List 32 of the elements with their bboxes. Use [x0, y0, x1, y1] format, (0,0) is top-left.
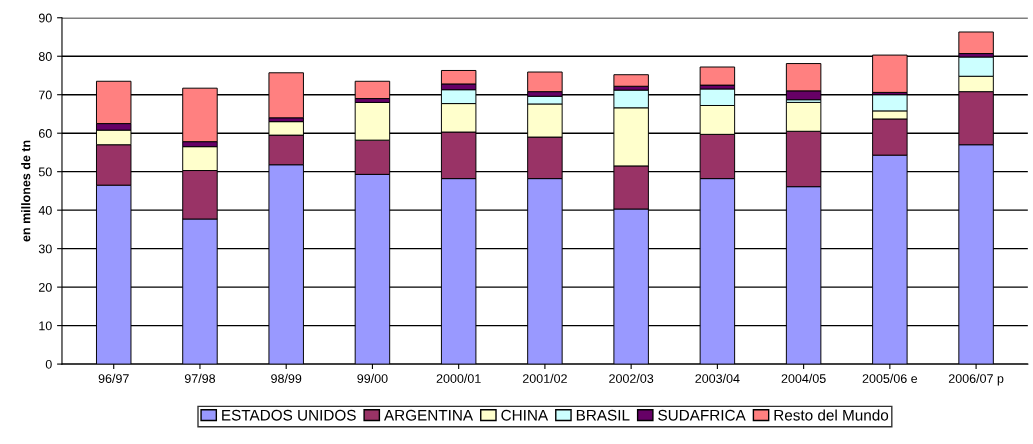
x-tick-label: 2000/01 — [436, 373, 481, 383]
x-tick-label: 99/00 — [357, 373, 388, 383]
bar — [527, 71, 563, 93]
x-tick-label: 96/97 — [98, 373, 129, 383]
x-tick-label: 2004/05 — [781, 373, 826, 383]
x-tick-label: 98/99 — [271, 373, 302, 383]
x-tick-label: 2002/03 — [609, 373, 654, 383]
legend-label: CHINA — [501, 409, 549, 421]
y-tick-label: 10 — [39, 321, 52, 331]
legend-label: ARGENTINA — [384, 409, 474, 421]
legend-label: ESTADOS UNIDOS — [222, 409, 356, 421]
bar — [613, 74, 649, 87]
x-tick-label: 2005/06 e — [862, 373, 918, 383]
y-tick-label: 60 — [38, 129, 52, 138]
y-tick-label: 70 — [39, 90, 52, 100]
bar — [699, 66, 736, 86]
y-tick-label: 50 — [38, 167, 52, 177]
x-tick-label: 2006/07 p — [948, 373, 1004, 386]
legend-label: SUDAFRICA — [658, 409, 746, 421]
y-tick-label: 0 — [45, 359, 52, 369]
y-tick-label: 40 — [38, 205, 52, 215]
y-axis-title: en millones de tn — [21, 140, 31, 242]
x-tick-label: 97/98 — [184, 373, 216, 383]
y-tick-label: 30 — [38, 244, 52, 254]
bar — [958, 31, 994, 55]
y-tick-label: 80 — [38, 52, 52, 61]
y-tick-label: 90 — [38, 13, 52, 23]
legend-label: Resto del Mundo — [774, 409, 889, 421]
x-tick-label: 2003/04 — [695, 373, 740, 383]
x-tick-label: 2001/02 — [522, 373, 567, 383]
legend-label: BRASIL — [576, 409, 630, 421]
y-tick-label: 20 — [38, 282, 52, 292]
